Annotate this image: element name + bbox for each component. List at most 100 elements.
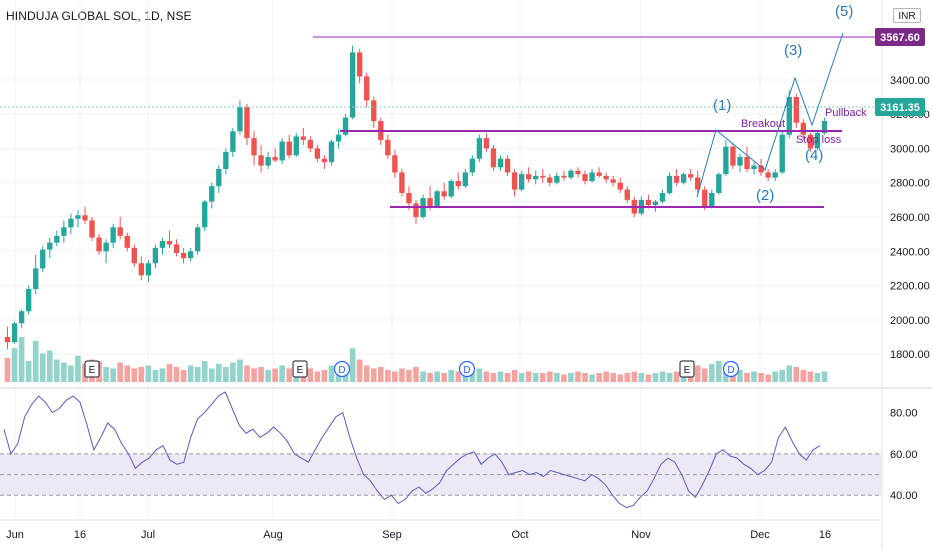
candle-body — [159, 241, 166, 248]
volume-bar — [377, 367, 384, 382]
volume-bar — [68, 365, 74, 382]
candle-body — [469, 158, 476, 173]
volume-bar — [328, 365, 335, 382]
candle-body — [652, 201, 659, 205]
price-tick-label: 2400.00 — [890, 246, 930, 258]
candle-body — [89, 220, 95, 238]
candle-body — [209, 186, 215, 202]
volume-bar — [561, 374, 567, 382]
rsi-panel — [0, 391, 882, 509]
candle-body — [723, 146, 729, 175]
volume-bar — [427, 373, 433, 382]
candle-body — [392, 155, 398, 173]
volume-bar — [201, 361, 208, 382]
volume-bar — [152, 370, 159, 382]
volume-bar — [666, 373, 673, 382]
candle-body — [237, 107, 243, 132]
candle-body — [793, 97, 799, 123]
candle-body — [413, 203, 419, 217]
candle-body — [434, 191, 440, 207]
volume-bar — [230, 362, 236, 382]
earnings-marker-box — [84, 360, 100, 378]
annotations: Breakout Stop loss Pullback (1) (2) (3) (4) (5)… — [84, 3, 867, 378]
volume-bar — [645, 374, 652, 382]
currency-badge[interactable]: INR — [893, 8, 921, 23]
candle-body — [75, 215, 81, 219]
volume-bar — [786, 365, 793, 382]
rsi-tick-label: 40.00 — [890, 490, 918, 502]
candle-body — [131, 247, 137, 264]
candle-body — [497, 158, 504, 168]
candle-body — [385, 139, 391, 156]
volume-bars — [4, 337, 828, 382]
volume-bar — [490, 373, 497, 382]
chart-title: HINDUJA GLOBAL SOL, 1D, NSE — [6, 9, 192, 23]
volume-bar — [363, 365, 370, 382]
earnings-marker-box — [679, 360, 695, 378]
candle-body — [187, 251, 194, 259]
candle-body — [490, 148, 497, 168]
candle-body — [518, 174, 525, 190]
candle-body — [758, 165, 764, 173]
volume-bar — [575, 371, 581, 382]
volume-bar — [223, 367, 229, 382]
volume-bar — [110, 368, 116, 382]
candle-body — [54, 235, 60, 243]
time-tick-label: Sep — [382, 529, 402, 541]
price-tick-label: 2000.00 — [890, 315, 930, 327]
candle-body — [716, 174, 722, 193]
price-tick-label: 2200.00 — [890, 281, 930, 293]
volume-bar — [596, 373, 602, 382]
volume-bar — [638, 373, 645, 382]
candle-body — [152, 247, 159, 264]
candle-body — [709, 193, 715, 207]
volume-bar — [652, 373, 659, 382]
time-tick-label: Aug — [263, 529, 283, 541]
volume-bar — [173, 367, 180, 382]
volume-bar — [737, 370, 743, 382]
volume-bar — [349, 348, 356, 382]
candle-body — [258, 155, 264, 166]
candle-body — [427, 198, 433, 207]
candle-body — [202, 201, 208, 228]
candle-body — [772, 172, 778, 178]
volume-bar — [18, 337, 25, 382]
level-lines — [0, 36, 882, 208]
candle-body — [476, 138, 483, 159]
volume-bar — [807, 371, 814, 382]
candle-body — [117, 227, 123, 236]
price-tick-label: 3000.00 — [890, 143, 930, 155]
volume-bar — [568, 373, 574, 382]
volume-bar — [406, 370, 412, 382]
candle-body — [399, 172, 405, 193]
volume-bar — [511, 370, 518, 382]
volume-bar — [441, 373, 447, 382]
candle-body — [300, 136, 306, 140]
volume-bar — [385, 370, 391, 382]
event-marker-label: D — [338, 365, 345, 376]
rsi-line — [3, 391, 821, 509]
candle-body — [589, 172, 595, 181]
time-tick-label: 16 — [819, 529, 831, 541]
candle-body — [11, 323, 18, 343]
candle-body — [575, 170, 581, 175]
volume-bar — [821, 371, 828, 382]
price-tag: 3161.35 — [880, 102, 920, 114]
candle-body — [687, 174, 694, 178]
candle-body — [25, 289, 32, 312]
annotation-label: Pullback — [825, 107, 867, 119]
volume-bar — [525, 371, 532, 382]
candle-body — [462, 172, 468, 187]
volume-bar — [589, 374, 595, 382]
event-marker-label: E — [89, 365, 96, 376]
candle-body — [244, 107, 250, 139]
candle-body — [138, 263, 145, 276]
candle-body — [96, 237, 102, 252]
volume-bar — [546, 371, 553, 382]
candle-body — [596, 172, 602, 176]
earnings-marker-box — [292, 360, 308, 378]
elliott-wave-path — [696, 32, 844, 198]
candle-body — [680, 174, 687, 183]
